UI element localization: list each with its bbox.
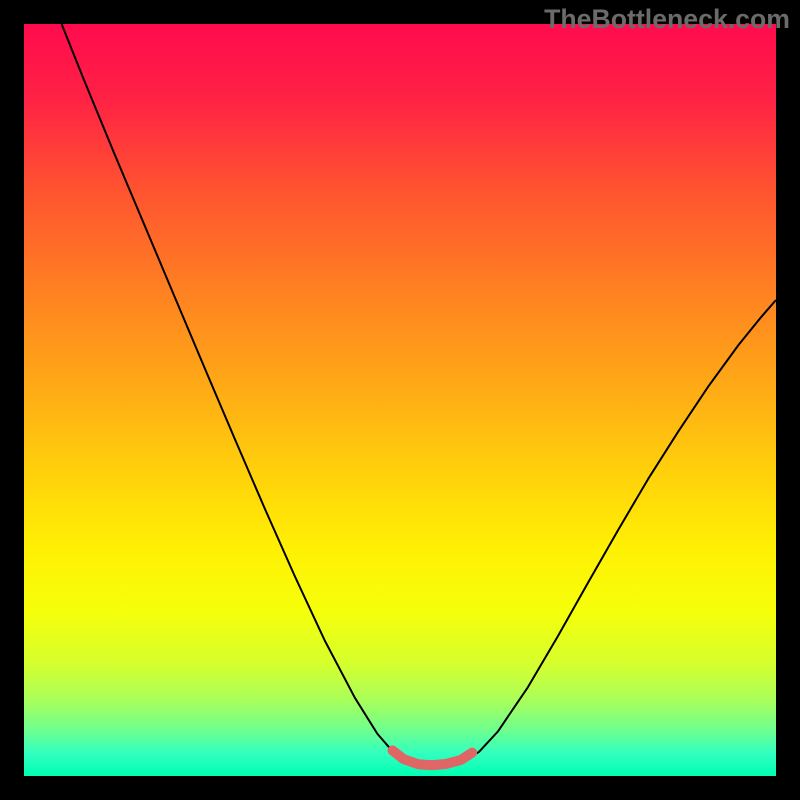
bottom-bump-segment	[462, 753, 473, 760]
bottleneck-chart-svg	[0, 0, 800, 800]
plot-background-gradient	[24, 24, 776, 776]
chart-frame: TheBottleneck.com	[0, 0, 800, 800]
watermark-text: TheBottleneck.com	[544, 4, 790, 35]
